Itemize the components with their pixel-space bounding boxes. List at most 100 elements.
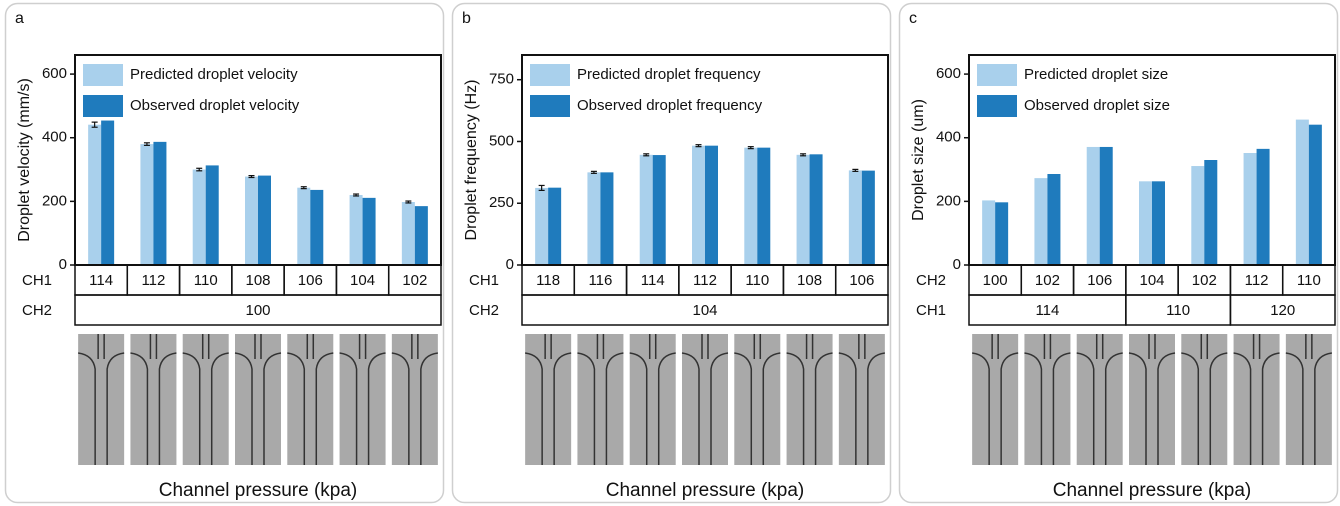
micrograph [1076,334,1123,465]
y-tick-label: 0 [59,256,67,273]
bar [401,202,415,265]
bar [101,120,115,265]
bar [757,147,771,265]
panel: c 0 200 400 600 Droplet size (um) Predicted dr… [898,2,1339,504]
bar [652,155,666,265]
micrograph [734,334,781,465]
image-bg [682,334,728,465]
bar [1204,160,1218,265]
category-label: 112 [693,272,717,289]
error-bar [590,170,597,174]
micrograph [391,334,438,465]
legend-label: Observed droplet size [1024,97,1170,114]
channel [287,334,334,465]
channel [182,334,229,465]
y-tick-label: 0 [506,256,514,273]
bar [796,154,810,265]
micrograph [525,334,572,465]
group-label: 100 [245,302,270,319]
image-bg [972,334,1019,465]
bar [349,195,363,265]
image-bg [182,334,229,465]
image-bg [629,334,676,465]
panel-label: b [462,10,471,27]
y-tick-label: 750 [489,71,514,88]
x-axis-label: Channel pressure (kpa) [1053,480,1252,501]
bar [1295,119,1309,265]
bar [548,187,562,265]
channel [1181,334,1228,465]
image-bg [130,334,177,465]
error-bar [643,153,650,157]
channel [234,334,282,465]
bar [1308,124,1322,265]
image-bg [1024,334,1071,465]
micrograph [130,334,177,465]
channel [577,334,624,465]
row-name: CH2 [469,302,499,319]
channel [681,334,729,465]
image-bg [786,334,833,465]
y-tick-label: 400 [936,129,961,146]
x-axis-label: Channel pressure (kpa) [159,480,358,501]
x-axis-label: Channel pressure (kpa) [606,480,805,501]
bar [88,124,102,265]
category-label: 106 [1087,272,1112,289]
group-label: 104 [692,302,717,319]
bar [1152,181,1165,265]
channel [1024,334,1071,465]
error-bar [248,174,255,179]
bar [861,170,875,265]
bar [639,154,653,265]
channel [391,334,438,465]
micrograph [786,334,833,465]
bar [362,197,376,265]
y-tick-label: 0 [953,256,961,273]
bar [535,187,549,265]
bar [192,169,206,265]
y-tick-label: 600 [42,65,67,82]
image-bg [287,334,334,465]
y-tick-label: 200 [936,192,961,209]
legend-label: Observed droplet frequency [577,97,763,114]
bar [1243,153,1257,265]
panel: a 0 200 400 600 Droplet velocity (mm/s) Predic… [4,2,445,504]
y-tick-label: 500 [489,132,514,149]
legend-swatch [977,95,1017,117]
channel [525,334,572,465]
table-cell [74,294,442,326]
micrograph [838,334,885,465]
row-name: CH1 [916,302,946,319]
channel [1285,334,1332,465]
channel [339,334,386,465]
legend-swatch [530,64,570,86]
category-label: 114 [89,272,113,289]
micrograph [1285,334,1332,465]
micrograph [339,334,386,465]
image-bg [1076,334,1123,465]
category-label: 110 [1297,272,1321,289]
row-name: CH2 [22,302,52,319]
channel [629,334,676,465]
category-label: 106 [298,272,323,289]
channel [1076,334,1123,465]
legend-swatch [83,95,123,117]
y-tick-label: 600 [936,65,961,82]
row-name: CH1 [469,272,499,289]
legend-swatch [977,64,1017,86]
group-label: 114 [1035,302,1059,319]
category-label: 116 [588,272,612,289]
error-bar [747,146,754,150]
channel [78,334,125,465]
micrograph [629,334,676,465]
micrograph [972,334,1019,465]
y-tick-label: 200 [42,192,67,209]
bar [310,189,324,265]
bar [587,172,601,265]
bar [1139,181,1152,265]
panel-label: c [909,10,917,27]
bar [744,147,758,265]
y-axis-label: Droplet size (um) [910,99,927,221]
micrograph [1128,334,1176,465]
image-bg [838,334,885,465]
